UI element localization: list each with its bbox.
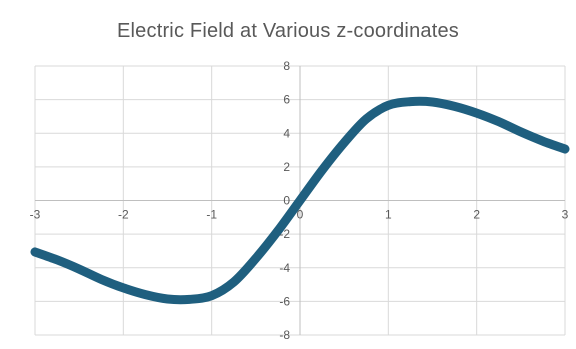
series-line	[30, 96, 570, 305]
y-tick-label: -6	[279, 294, 290, 308]
y-tick-label: -4	[279, 261, 290, 275]
x-tick-label: 2	[473, 208, 480, 222]
x-tick-label: -3	[30, 208, 41, 222]
x-tick-label: 3	[562, 208, 569, 222]
y-tick-label: -8	[279, 328, 290, 342]
x-tick-label: -1	[206, 208, 217, 222]
y-tick-label: 0	[283, 194, 290, 208]
y-tick-label: -2	[279, 227, 290, 241]
y-tick-label: 4	[283, 126, 290, 140]
y-tick-label: 8	[283, 59, 290, 73]
chart-title: Electric Field at Various z-coordinates	[116, 20, 459, 42]
x-tick-label: 0	[297, 208, 304, 222]
y-tick-label: 6	[283, 93, 290, 107]
y-tick-label: 2	[283, 160, 290, 174]
x-tick-label: 1	[385, 208, 392, 222]
x-tick-label: -2	[118, 208, 129, 222]
series-layer	[30, 96, 570, 305]
tick-labels: -3 -2 -1 0 1 2 3 -8 -6 -4 -2 0 2 4 6 8	[30, 59, 569, 342]
